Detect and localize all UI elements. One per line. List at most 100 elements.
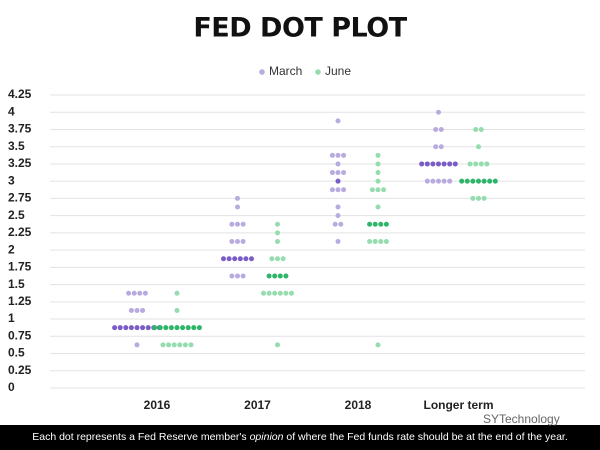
dot — [112, 325, 118, 331]
dot — [128, 325, 134, 331]
y-tick-label: 2.75 — [8, 191, 32, 205]
dot — [243, 256, 249, 262]
dot — [476, 195, 481, 201]
dot — [341, 170, 347, 176]
dot — [235, 204, 240, 210]
dot — [375, 342, 381, 348]
dot — [329, 187, 335, 193]
dot — [177, 342, 183, 348]
dot — [335, 213, 341, 219]
dot — [375, 204, 381, 210]
y-tick-label: 2.5 — [8, 208, 25, 222]
dot — [221, 256, 226, 262]
dot — [375, 170, 381, 176]
dot — [481, 178, 487, 184]
dot — [160, 342, 166, 348]
dot — [459, 178, 465, 184]
dot — [289, 290, 294, 296]
dot — [196, 325, 202, 331]
dot — [275, 221, 280, 227]
dot — [436, 178, 441, 184]
x-tick-label: 2017 — [244, 398, 271, 412]
dot — [123, 325, 129, 331]
dot — [464, 178, 470, 184]
dot — [174, 307, 180, 313]
dot — [275, 342, 280, 348]
dot — [235, 273, 240, 279]
dot — [145, 325, 151, 331]
dot — [171, 342, 177, 348]
dot — [275, 256, 280, 262]
y-tick-label: 1 — [8, 311, 15, 325]
footnote-text: of where the Fed funds rate should be at… — [283, 431, 567, 443]
legend-label: March — [269, 64, 302, 78]
dot — [447, 178, 453, 184]
y-tick-label: 0.75 — [8, 328, 32, 342]
dot — [157, 325, 163, 331]
y-tick-label: 0 — [8, 380, 15, 394]
footnote-emphasis: opinion — [250, 431, 284, 443]
y-tick-label: 3 — [8, 173, 15, 187]
dot — [341, 187, 347, 193]
y-tick-label: 3.25 — [8, 156, 32, 170]
dot — [163, 325, 169, 331]
dot — [478, 161, 484, 167]
dot — [335, 161, 341, 167]
y-tick-label: 0.25 — [8, 363, 32, 377]
dot — [275, 239, 280, 244]
dot — [180, 325, 186, 331]
dot — [383, 239, 389, 244]
dot — [441, 161, 447, 167]
dot — [266, 290, 272, 296]
dot — [447, 161, 453, 167]
dot — [232, 256, 238, 262]
dot — [131, 290, 137, 296]
dot — [277, 290, 283, 296]
dot — [152, 325, 158, 331]
dot — [335, 170, 341, 176]
dot — [335, 152, 341, 158]
dot — [229, 273, 235, 279]
dot — [430, 178, 436, 184]
footnote: Each dot represents a Fed Reserve member… — [32, 431, 568, 443]
dot — [367, 221, 373, 227]
dot — [237, 256, 243, 262]
y-tick-label: 1.75 — [8, 260, 32, 274]
dot — [375, 187, 381, 193]
dot — [226, 256, 232, 262]
legend-marker — [259, 69, 265, 75]
dot — [441, 178, 447, 184]
dot — [338, 221, 344, 227]
footnote-text: Each dot represents a Fed Reserve member… — [32, 431, 249, 443]
dot — [182, 342, 188, 348]
dot — [476, 178, 481, 184]
dot — [378, 221, 384, 227]
dot — [272, 290, 278, 296]
dot — [341, 152, 347, 158]
dot — [424, 178, 430, 184]
dot — [378, 239, 384, 244]
dot — [452, 161, 458, 167]
dot — [166, 342, 172, 348]
dot — [372, 239, 378, 244]
dot — [438, 144, 444, 150]
dot — [240, 221, 246, 227]
dot — [249, 256, 254, 262]
dot — [280, 256, 286, 262]
dot — [473, 126, 479, 132]
dot — [283, 290, 289, 296]
dot — [277, 273, 283, 279]
dot — [134, 307, 140, 313]
dot — [266, 273, 272, 279]
dot — [424, 161, 430, 167]
watermark: SYTechnology — [483, 412, 560, 426]
dot — [168, 325, 174, 331]
dot — [476, 144, 481, 150]
dot — [134, 325, 140, 331]
dot — [438, 126, 444, 132]
dot — [174, 290, 180, 296]
dot — [430, 161, 436, 167]
dot — [492, 178, 498, 184]
dot — [329, 170, 335, 176]
y-tick-label: 3.5 — [8, 139, 25, 153]
